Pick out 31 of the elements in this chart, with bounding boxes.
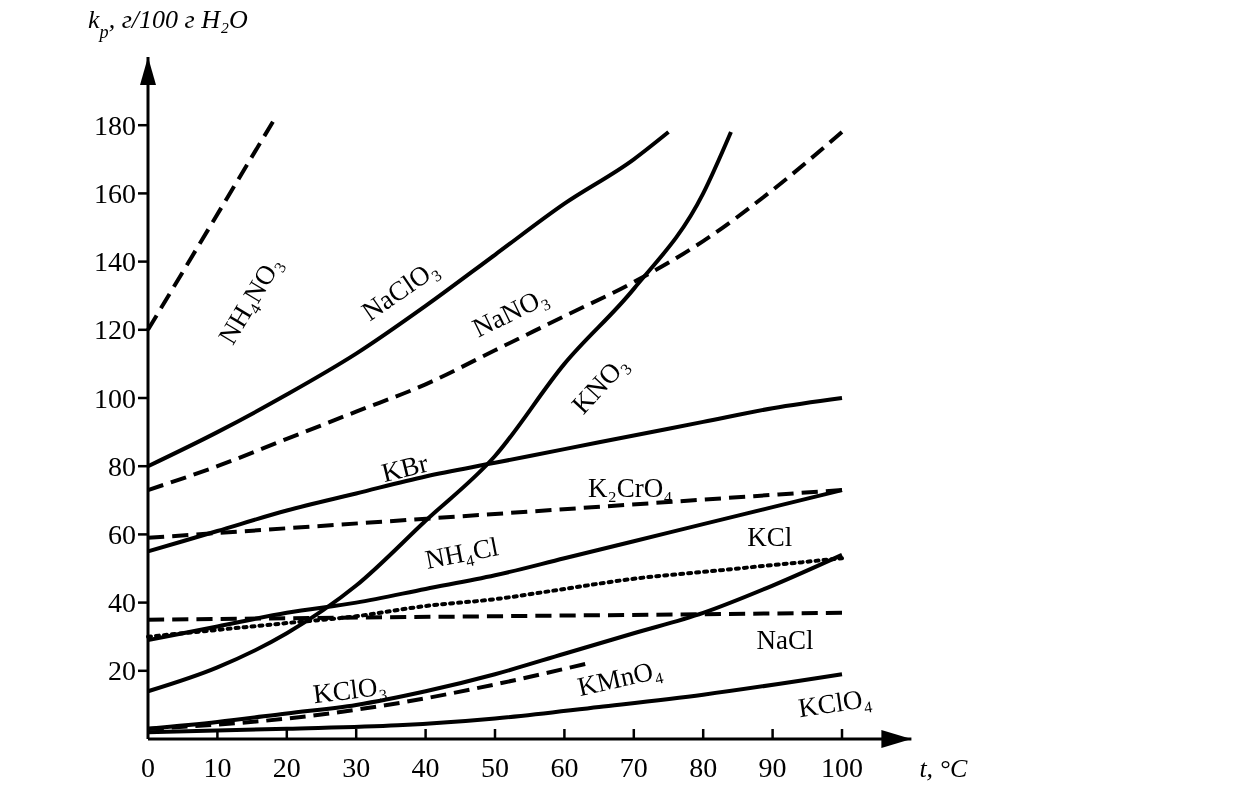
x-tick-label: 0	[141, 752, 155, 783]
y-tick-label: 40	[108, 587, 136, 619]
text: KClO₃	[311, 670, 389, 710]
x-tick-label: 70	[619, 752, 648, 783]
x-tick-label: 40	[411, 752, 440, 783]
y-tick-label: 160	[94, 177, 136, 209]
y-tick-label: 100	[94, 382, 136, 414]
y-tick-label: 180	[94, 109, 136, 141]
text: NH₄Cl	[422, 531, 501, 575]
y-tick-label: 60	[108, 518, 136, 550]
x-axis-title: t, °C	[919, 754, 969, 783]
x-tick-label: 80	[689, 752, 718, 783]
series-label: K₂CrO₄	[587, 473, 673, 504]
x-tick-label: 30	[342, 752, 371, 783]
x-tick-label: 20	[272, 752, 301, 783]
x-tick-label: 90	[758, 752, 787, 783]
text: KBr	[378, 447, 431, 489]
text: NaNO₃	[467, 280, 553, 344]
y-tick-label: 120	[94, 314, 136, 346]
x-tick-label: 100	[821, 752, 863, 783]
text: KMnO₄	[574, 653, 666, 703]
y-tick-label: 20	[108, 655, 136, 687]
y-tick-label: 140	[94, 246, 136, 278]
x-tick-label: 10	[203, 752, 232, 783]
series-label: NaCl	[756, 625, 814, 656]
series-label: KCl	[747, 522, 793, 553]
y-tick-label: 80	[108, 450, 136, 482]
text: KClO₄	[796, 682, 874, 724]
y-axis-title: k$_{р}$, г/100 г H₂O	[88, 5, 248, 42]
x-tick-label: 60	[550, 752, 579, 783]
x-tick-label: 50	[481, 752, 509, 783]
